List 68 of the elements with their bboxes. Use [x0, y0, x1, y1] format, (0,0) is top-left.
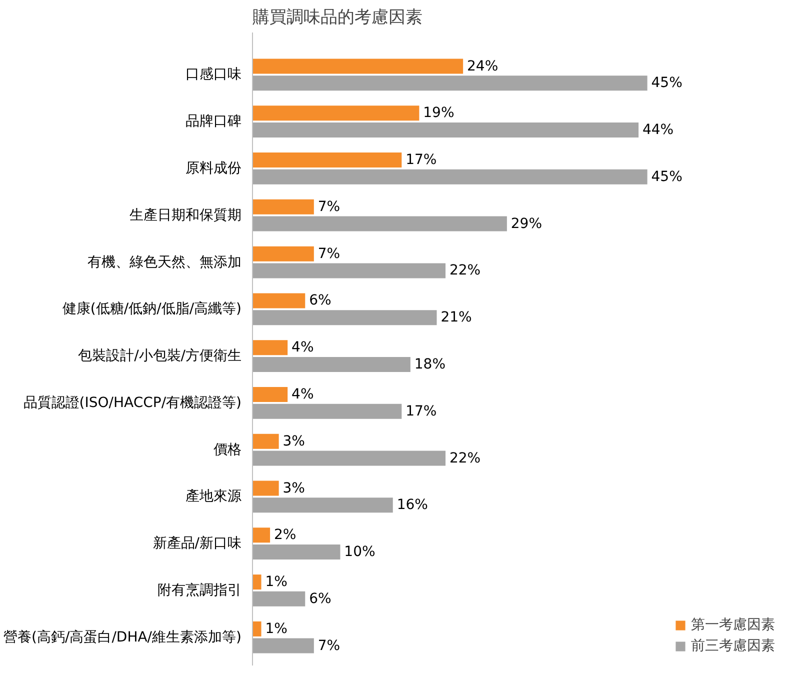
- data-label: 17%: [406, 403, 437, 420]
- data-label: 10%: [344, 544, 376, 560]
- data-label: 3%: [282, 433, 305, 450]
- y-tick-label: 原料成份: [186, 160, 242, 176]
- bar: [252, 106, 420, 121]
- data-label: 29%: [510, 216, 542, 232]
- y-tick-label: 健康(低糖/低鈉/低脂/高纖等): [62, 301, 242, 318]
- bar: [252, 434, 279, 449]
- bar: [252, 528, 270, 543]
- bar: [252, 340, 288, 356]
- bar: [252, 638, 314, 654]
- data-label: 45%: [651, 168, 682, 185]
- y-tick-label: 新產品/新口味: [152, 536, 242, 552]
- bar: [252, 199, 314, 214]
- y-tick-label: 營養(高鈣/高蛋白/DHA/維生素添加等): [4, 629, 242, 646]
- y-tick-label: 有機、綠色天然、無添加: [88, 254, 242, 270]
- data-label: 19%: [423, 105, 454, 122]
- data-label: 16%: [396, 497, 428, 514]
- bar: [252, 263, 446, 278]
- data-label: 21%: [440, 310, 472, 326]
- bar: [252, 122, 639, 138]
- data-label: 1%: [265, 574, 288, 590]
- data-label: 18%: [414, 356, 446, 372]
- bar: [252, 480, 279, 496]
- bar: [252, 76, 648, 91]
- data-label: 7%: [318, 246, 340, 262]
- data-label: 22%: [449, 262, 481, 279]
- y-tick-label: 口感口味: [186, 66, 242, 83]
- y-tick-label: 品質認證(ISO/HACCP/有機認證等): [23, 394, 242, 411]
- bar: [252, 498, 393, 513]
- chart-title: 購買調味品的考慮因素: [252, 8, 422, 28]
- y-tick-label: 附有烹調指引: [158, 582, 242, 598]
- data-label: 24%: [467, 58, 498, 74]
- data-label: 7%: [318, 638, 340, 654]
- legend-label: 第一考慮因素: [691, 616, 775, 634]
- bar: [252, 310, 437, 326]
- bar: [252, 621, 262, 636]
- bar: [252, 293, 306, 308]
- data-label: 2%: [274, 527, 296, 544]
- bar: [252, 216, 507, 232]
- y-tick-label: 品牌口碑: [186, 114, 242, 130]
- data-label: 3%: [282, 480, 305, 496]
- y-tick-label: 產地來源: [186, 488, 242, 505]
- bar: [252, 574, 262, 590]
- data-label: 22%: [449, 450, 481, 466]
- data-label: 44%: [642, 122, 674, 138]
- data-label: 6%: [309, 590, 332, 607]
- bar: [252, 591, 306, 606]
- y-tick-label: 包裝設計/小包裝/方便衛生: [78, 348, 242, 364]
- data-label: 4%: [292, 340, 314, 356]
- data-label: 6%: [309, 292, 332, 309]
- data-label: 4%: [292, 386, 314, 402]
- bar: [252, 450, 446, 466]
- legend-label: 前三考慮因素: [691, 637, 775, 655]
- data-label: 7%: [318, 198, 340, 215]
- data-label: 45%: [651, 75, 682, 92]
- data-label: 1%: [265, 620, 288, 637]
- data-label: 17%: [406, 152, 437, 168]
- bar: [252, 246, 314, 262]
- y-tick-label: 生產日期和保質期: [130, 207, 242, 224]
- bar: [252, 58, 464, 74]
- y-tick-label: 價格: [214, 442, 242, 458]
- bar: [252, 544, 340, 560]
- bar: [252, 169, 648, 184]
- bar: [252, 152, 402, 168]
- bar: [252, 404, 402, 419]
- bar: [252, 356, 410, 372]
- bar: [252, 386, 288, 402]
